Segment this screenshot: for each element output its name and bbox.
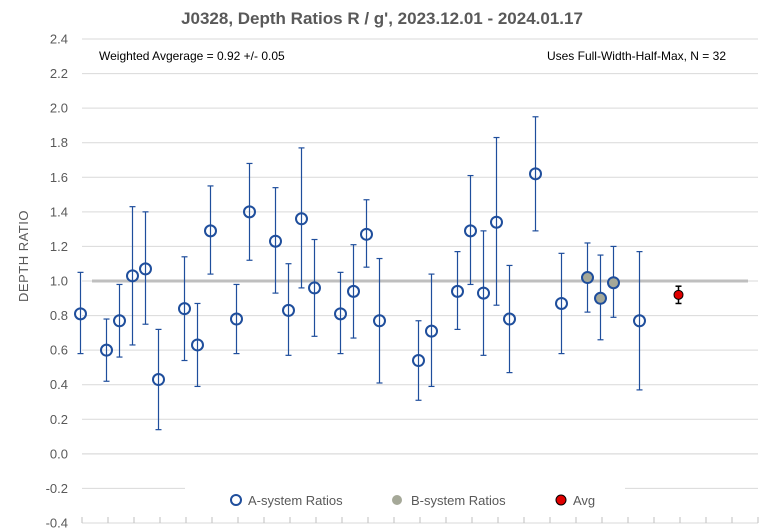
- y-tick-label: 1.8: [50, 135, 68, 150]
- legend-label-avg: Avg: [573, 493, 595, 508]
- legend-label-b-system: B-system Ratios: [411, 493, 506, 508]
- chart-title: J0328, Depth Ratios R / g', 2023.12.01 -…: [181, 9, 583, 28]
- x-axis: [81, 453, 759, 523]
- y-tick-label: 2.4: [50, 32, 68, 47]
- y-tick-label: 0.6: [50, 343, 68, 358]
- legend-marker-b-system: [392, 495, 402, 505]
- a-system-point: [191, 338, 204, 352]
- annotation-weighted-average: Weighted Avgerage = 0.92 +/- 0.05: [99, 49, 285, 63]
- a-system-point: [594, 291, 607, 305]
- y-tick-label: 2.0: [50, 101, 68, 116]
- a-system-point: [412, 354, 425, 368]
- y-tick-label: 0.0: [50, 446, 68, 461]
- y-tick-label: 0.4: [50, 377, 68, 392]
- b-system-point: [595, 293, 606, 304]
- a-system-point: [529, 167, 542, 181]
- legend-marker-a-system: [230, 494, 242, 506]
- a-system-point: [425, 324, 438, 338]
- a-system-point: [269, 234, 282, 248]
- a-system-point: [477, 286, 490, 300]
- avg-point: [673, 289, 684, 300]
- a-system-point: [139, 262, 152, 276]
- y-tick-label: -0.4: [46, 516, 68, 531]
- a-system-point: [178, 302, 191, 316]
- legend-label-a-system: A-system Ratios: [248, 493, 343, 508]
- y-tick-label: 1.0: [50, 274, 68, 289]
- legend-background: [185, 486, 625, 514]
- a-system-point: [347, 284, 360, 298]
- y-tick-labels: 2.4 2.2 2.0 1.8 1.6 1.4 1.2 1.0 0.8 0.6 0.4 0.2 0.0 -…: [46, 32, 68, 531]
- y-tick-label: 0.2: [50, 412, 68, 427]
- annotation-right-bg: [520, 43, 732, 67]
- y-tick-label: 2.2: [50, 66, 68, 81]
- a-system-point: [243, 205, 256, 219]
- a-system-point: [308, 281, 321, 295]
- annotation-left-bg: [88, 43, 328, 67]
- a-system-point: [204, 224, 217, 238]
- a-system-point: [633, 314, 646, 328]
- b-system-point: [582, 272, 593, 283]
- y-axis-label: DEPTH RATIO: [16, 210, 31, 302]
- legend: A-system Ratios B-system Ratios Avg: [185, 486, 625, 514]
- a-system-point: [334, 307, 347, 321]
- a-system-point: [451, 284, 464, 298]
- plot-marks: [74, 116, 684, 431]
- y-tick-label: -0.2: [46, 481, 68, 496]
- a-system-point: [113, 314, 126, 328]
- y-tick-label: 1.6: [50, 170, 68, 185]
- legend-marker-avg: [555, 494, 567, 506]
- a-system-point: [230, 312, 243, 326]
- y-tick-label: 0.8: [50, 308, 68, 323]
- a-system-point: [360, 227, 373, 241]
- a-system-point: [152, 373, 165, 387]
- a-system-point: [373, 314, 386, 328]
- a-system-point: [503, 312, 516, 326]
- a-system-point: [581, 271, 594, 285]
- a-system-point: [126, 269, 139, 283]
- b-system-point: [608, 277, 619, 288]
- a-system-point: [74, 307, 87, 321]
- a-system-point: [490, 215, 503, 229]
- a-system-point: [100, 343, 113, 357]
- annotation-method: Uses Full-Width-Half-Max, N = 32: [547, 49, 726, 63]
- a-system-point: [282, 303, 295, 317]
- y-tick-label: 1.4: [50, 204, 68, 219]
- a-system-point: [555, 296, 568, 310]
- a-system-point: [464, 224, 477, 238]
- a-system-point: [607, 276, 620, 290]
- a-system-point: [295, 212, 308, 226]
- y-tick-label: 1.2: [50, 239, 68, 254]
